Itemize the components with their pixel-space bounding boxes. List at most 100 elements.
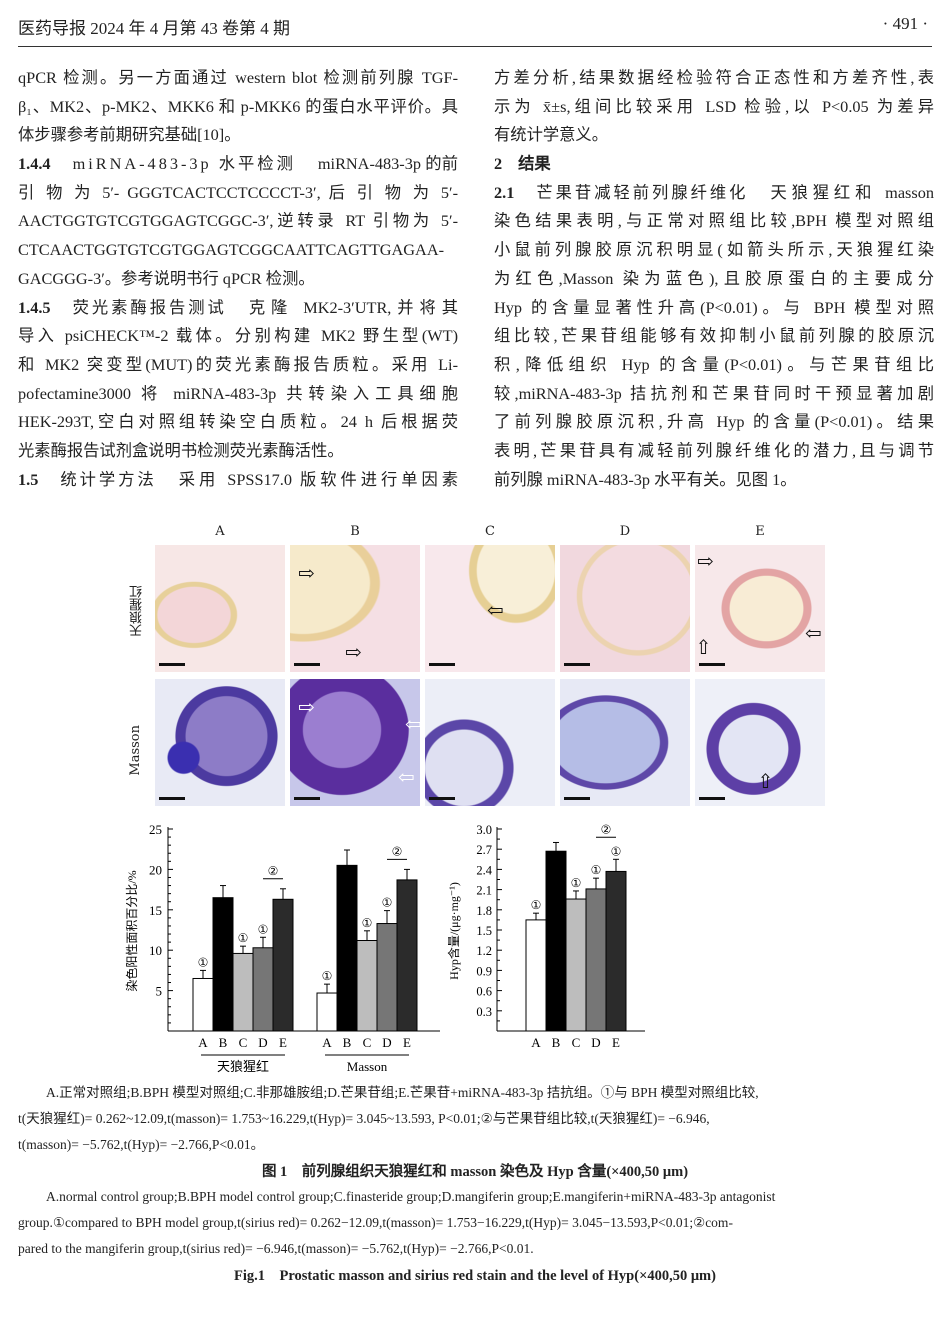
- scale-bar: [699, 797, 725, 800]
- line-text: AACTGGTGTCGTGGAGTCGGC-3′,逆转录 RT 引物为 5′-: [18, 211, 458, 231]
- line-text: 积,降低组织 Hyp 的含量(P<0.01)。与芒果苷组比: [494, 354, 934, 374]
- scale-bar: [294, 663, 320, 666]
- category-label: A: [198, 1035, 208, 1050]
- text-line: 表明,芒果苷具有减轻前列腺纤维化的潜力,且与调节: [494, 437, 934, 466]
- line-text: 结果: [518, 154, 551, 174]
- text-line: Hyp 的含量显著性升高(P<0.01)。与 BPH 模型对照: [494, 294, 934, 323]
- significance-mark: ①: [531, 898, 542, 912]
- text-line: 积,降低组织 Hyp 的含量(P<0.01)。与芒果苷组比: [494, 351, 934, 380]
- y-tick-label: 1.2: [476, 944, 492, 958]
- micrograph-masson-c: [425, 679, 555, 806]
- text-line: 2 结果: [494, 150, 934, 179]
- section-heading: 荧光素酶报告测试: [72, 297, 227, 317]
- text-line: 有统计学意义。: [494, 121, 934, 150]
- y-tick-label: 25: [149, 822, 162, 837]
- category-label: B: [219, 1035, 228, 1050]
- group-label: Masson: [347, 1059, 388, 1074]
- line-text: 克隆 MK2-3′UTR,并将其: [248, 297, 458, 317]
- text-line: 体步骤参考前期研究基础[10]。: [18, 121, 458, 150]
- line-text: 采用 SPSS17.0 版软件进行单因素: [178, 469, 458, 489]
- significance-mark: ①: [322, 969, 333, 983]
- category-label: E: [403, 1035, 411, 1050]
- category-label: A: [531, 1035, 541, 1050]
- line-text: 了前列腺胶原沉积,升高 Hyp 的含量(P<0.01)。结果: [494, 412, 934, 432]
- y-tick-label: 1.8: [476, 904, 492, 918]
- significance-mark: ①: [258, 922, 269, 936]
- page-number: · 491 ·: [882, 14, 928, 33]
- caption-line: t(masson)= −5.762,t(Hyp)= −2.766,P<0.01。: [18, 1137, 265, 1152]
- text-line: 组比较,芒果苷组能够有效抑制小鼠前列腺的胶原沉: [494, 322, 934, 351]
- line-text: HEK-293T,空白对照组转染空白质粒。24 h 后根据荧: [18, 412, 458, 432]
- figure-title-en: Fig.1 Prostatic masson and sirius red st…: [234, 1268, 716, 1284]
- caption-line: group.①compared to BPH model group,t(sir…: [18, 1215, 733, 1230]
- line-text: 组比较,芒果苷组能够有效抑制小鼠前列腺的胶原沉: [494, 326, 934, 346]
- text-line: CTCAACTGGTGTCGTGGAGTCGGCAATTCAGTTGAGAA-: [18, 236, 458, 265]
- significance-mark: ②: [268, 864, 279, 878]
- bar-C: [356, 940, 378, 1032]
- text-line: β₁、MK2、p-MK2、MKK6 和 p-MKK6 的蛋白水平评价。具: [18, 93, 458, 122]
- column-label: C: [485, 524, 495, 539]
- y-tick-label: 2.7: [476, 843, 492, 857]
- text-line: pofectamine3000 将 miRNA-483-3p 共转染入工具细胞: [18, 380, 458, 409]
- line-text: pofectamine3000 将 miRNA-483-3p 共转染入工具细胞: [18, 383, 458, 403]
- text-line: 较,miRNA-483-3p 拮抗剂和芒果苷同时干预显著加剧: [494, 380, 934, 409]
- bar-C: [565, 898, 587, 1032]
- y-tick-label: 10: [149, 943, 162, 958]
- y-tick-label: 2.1: [476, 884, 492, 898]
- micrograph-sirius-a: [155, 545, 285, 672]
- bar-C: [232, 952, 254, 1032]
- row-label: 天狼猩红: [130, 585, 145, 637]
- bar-D: [376, 923, 398, 1032]
- line-text: 方差分析,结果数据经检验符合正态性和方差齐性,表: [494, 68, 934, 87]
- scale-bar: [429, 797, 455, 800]
- bar-D: [252, 947, 274, 1032]
- scale-bar: [564, 663, 590, 666]
- section-number: 1.5: [18, 469, 39, 489]
- header-rule: [18, 46, 932, 47]
- text-line: 方差分析,结果数据经检验符合正态性和方差齐性,表: [494, 64, 934, 93]
- text-line: 1.5 统计学方法 采用 SPSS17.0 版软件进行单因素: [18, 466, 458, 495]
- category-label: E: [279, 1035, 287, 1050]
- text-line: 2.1 芒果苷减轻前列腺纤维化 天狼猩红和 masson: [494, 179, 934, 208]
- line-text: β₁、MK2、p-MK2、MKK6 和 p-MKK6 的蛋白水平评价。具: [18, 96, 458, 116]
- caption-line: pared to the mangiferin group,t(sirius r…: [18, 1241, 534, 1256]
- significance-mark: ①: [238, 931, 249, 945]
- significance-mark: ①: [198, 955, 209, 969]
- category-label: D: [591, 1035, 600, 1050]
- significance-mark: ①: [382, 896, 393, 910]
- y-tick-label: 1.5: [476, 924, 492, 938]
- category-label: C: [239, 1035, 248, 1050]
- text-line: 前列腺 miRNA-483-3p 水平有关。见图 1。: [494, 466, 934, 495]
- bar-D: [585, 888, 607, 1032]
- category-label: C: [363, 1035, 372, 1050]
- micrograph-sirius-e: ⇨ ⇦ ⇧: [695, 545, 825, 672]
- caption-line: t(天狼猩红)= 0.262~12.09,t(masson)= 1.753~16…: [18, 1111, 710, 1126]
- bar-E: [272, 898, 294, 1032]
- line-text: qPCR 检测。另一方面通过 western blot 检测前列腺 TGF-: [18, 68, 458, 87]
- text-line: 光素酶报告试剂盒说明书检测荧光素酶活性。: [18, 437, 458, 466]
- bar-B: [212, 897, 234, 1032]
- significance-mark: ①: [571, 876, 582, 890]
- line-text: CTCAACTGGTGTCGTGGAGTCGGCAATTCAGTTGAGAA-: [18, 240, 444, 260]
- micrograph-masson-d: [560, 679, 690, 806]
- bar-A: [525, 919, 547, 1032]
- y-tick-label: 0.3: [476, 1005, 492, 1019]
- section-number: 1.4.5: [18, 297, 51, 317]
- caption-line: A.正常对照组;B.BPH 模型对照组;C.非那雄胺组;D.芒果苷组;E.芒果苷…: [46, 1085, 759, 1100]
- text-line: 染色结果表明,与正常对照组比较,BPH 模型对照组: [494, 207, 934, 236]
- category-label: E: [612, 1035, 620, 1050]
- column-label: B: [350, 524, 360, 539]
- line-text: 较,miRNA-483-3p 拮抗剂和芒果苷同时干预显著加剧: [494, 383, 934, 403]
- text-line: qPCR 检测。另一方面通过 western blot 检测前列腺 TGF-: [18, 64, 458, 93]
- line-text: 天狼猩红和 masson: [770, 182, 934, 202]
- arrow-icon: ⇨: [345, 640, 362, 664]
- bar-A: [192, 977, 214, 1032]
- micrograph-sirius-b: ⇨ ⇨: [290, 545, 420, 672]
- bar-E: [605, 870, 627, 1032]
- line-text: 示为 x̄±s,组间比较采用 LSD 检验,以 P<0.05 为差异: [494, 96, 934, 116]
- text-line: 引 物 为 5′- GGGTCACTCCTCCCCT-3′, 后 引 物 为 5…: [18, 179, 458, 208]
- significance-mark: ①: [362, 916, 373, 930]
- caption-en: A.normal control group;B.BPH model contr…: [18, 1184, 932, 1262]
- line-text: 引 物 为 5′- GGGTCACTCCTCCCCT-3′, 后 引 物 为 5…: [18, 182, 458, 202]
